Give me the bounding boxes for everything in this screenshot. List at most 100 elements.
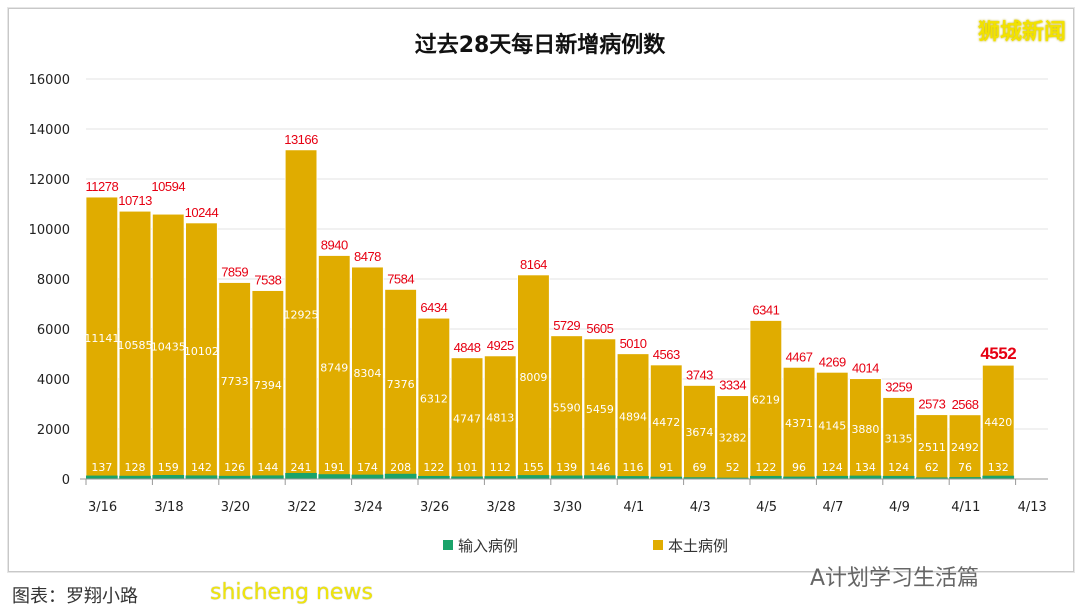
bar-local: [583, 338, 617, 480]
bar-imported: [517, 475, 550, 479]
x-tick-label: 3/20: [221, 500, 250, 515]
total-label: 2568: [952, 397, 979, 412]
imported-value-label: 91: [659, 461, 673, 474]
bar-imported: [683, 477, 716, 479]
legend-label-imported: 输入病例: [458, 537, 518, 555]
y-tick-label: 14000: [29, 123, 70, 138]
bar-local: [650, 364, 683, 480]
local-value-label: 3674: [685, 426, 713, 439]
imported-value-label: 144: [257, 461, 278, 474]
bar-imported: [816, 475, 849, 479]
imported-value-label: 132: [988, 461, 1009, 474]
x-tick-label: 3/28: [486, 500, 515, 515]
total-label: 8478: [354, 249, 381, 264]
bar-local: [849, 378, 882, 480]
x-tick-label: 4/5: [756, 500, 777, 515]
local-value-label: 4145: [818, 420, 846, 433]
bar-imported: [783, 476, 815, 479]
bar-imported: [617, 476, 649, 479]
bar-imported: [252, 475, 284, 479]
bar-local: [517, 274, 550, 480]
imported-value-label: 174: [357, 461, 378, 474]
total-label: 4552: [980, 344, 1016, 363]
bar-local: [118, 210, 152, 480]
x-tick-label: 4/13: [1018, 500, 1047, 515]
chart-title: 过去28天每日新增病例数: [415, 32, 667, 58]
imported-value-label: 112: [490, 461, 511, 474]
local-value-label: 8749: [320, 361, 348, 374]
local-value-label: 10102: [184, 345, 219, 358]
bar-imported: [451, 476, 483, 479]
bar-local: [450, 357, 484, 480]
x-tick-label: 4/7: [823, 500, 844, 515]
x-tick-label: 3/18: [154, 500, 183, 515]
y-tick-label: 10000: [29, 223, 70, 238]
y-tick-label: 16000: [29, 73, 70, 88]
bar-local: [284, 149, 318, 480]
total-label: 4014: [852, 361, 879, 376]
imported-value-label: 101: [457, 461, 478, 474]
x-tick-label: 4/3: [690, 500, 711, 515]
x-tick-label: 3/24: [354, 500, 383, 515]
bar-local: [683, 385, 716, 480]
bar-imported: [882, 475, 915, 479]
x-tick-label: 3/30: [553, 500, 582, 515]
y-tick-label: 12000: [29, 173, 70, 188]
bar-imported: [218, 475, 251, 479]
imported-value-label: 134: [855, 461, 876, 474]
imported-value-label: 76: [958, 461, 972, 474]
total-label: 10713: [118, 193, 152, 208]
total-label: 8164: [520, 257, 547, 272]
total-label: 8940: [321, 238, 348, 253]
imported-value-label: 155: [523, 461, 544, 474]
local-value-label: 10435: [151, 341, 186, 354]
watermark-brand: shicheng news: [210, 580, 373, 605]
bar-local: [550, 335, 583, 480]
bar-local: [716, 395, 749, 480]
bar-local: [816, 371, 849, 480]
bar-local: [251, 290, 285, 480]
bar-imported: [285, 472, 317, 479]
bar-imported: [351, 474, 384, 479]
local-value-label: 5590: [553, 401, 581, 414]
x-tick-label: 4/1: [623, 500, 644, 515]
y-tick-label: 0: [62, 473, 70, 488]
x-tick-label: 3/26: [420, 500, 449, 515]
total-label: 3334: [719, 378, 746, 393]
imported-value-label: 146: [589, 461, 610, 474]
bar-imported: [418, 475, 450, 479]
local-value-label: 2511: [918, 441, 946, 454]
local-value-label: 5459: [586, 403, 614, 416]
imported-value-label: 122: [423, 461, 444, 474]
imported-value-label: 142: [191, 461, 212, 474]
bar-local: [915, 414, 949, 480]
legend-swatch-imported: [443, 540, 453, 550]
chart-credit: 图表：罗翔小路: [12, 586, 138, 607]
imported-value-label: 96: [792, 461, 806, 474]
imported-value-label: 52: [726, 461, 740, 474]
bar-local: [982, 364, 1015, 480]
local-value-label: 4813: [486, 411, 514, 424]
bar-imported: [119, 475, 151, 479]
bar-imported: [982, 475, 1015, 479]
legend-swatch-local: [653, 540, 663, 550]
total-label: 6341: [752, 302, 779, 317]
bar-imported: [716, 477, 749, 479]
total-label: 3259: [885, 380, 912, 395]
total-label: 13166: [284, 132, 318, 147]
imported-value-label: 208: [390, 461, 411, 474]
imported-value-label: 69: [692, 461, 706, 474]
bar-imported: [949, 477, 981, 479]
total-label: 11278: [86, 179, 119, 194]
local-value-label: 7733: [221, 375, 249, 388]
y-tick-label: 6000: [37, 323, 70, 338]
imported-value-label: 124: [888, 461, 909, 474]
total-label: 4563: [653, 347, 680, 362]
bar-local: [948, 414, 982, 480]
total-label: 10244: [185, 205, 219, 220]
total-label: 10594: [151, 179, 185, 194]
imported-value-label: 122: [755, 461, 776, 474]
local-value-label: 12925: [284, 308, 319, 321]
local-value-label: 7376: [387, 378, 415, 391]
